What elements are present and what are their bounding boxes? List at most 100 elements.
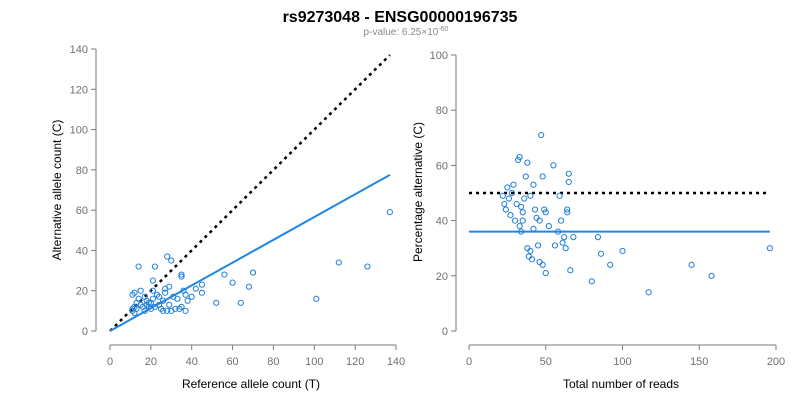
data-point	[559, 239, 566, 246]
data-point	[157, 305, 165, 312]
data-point	[178, 273, 185, 280]
p-value-exponent: -60	[438, 26, 448, 33]
data-point	[501, 200, 508, 208]
data-point	[645, 289, 652, 296]
y-tick-label: 40	[436, 216, 448, 228]
data-point	[527, 192, 534, 199]
data-point	[133, 305, 140, 312]
data-point	[182, 307, 189, 314]
data-point	[137, 287, 144, 294]
data-point	[556, 192, 563, 199]
data-point	[141, 307, 148, 314]
percentage-scatter-panel: 0 50 100 150 200 0 20 40 60 80 100 Total number of…	[411, 50, 785, 391]
data-point	[531, 206, 539, 213]
data-point	[504, 184, 511, 191]
data-point	[164, 307, 171, 314]
data-point	[516, 154, 523, 161]
data-point	[554, 228, 562, 235]
x-tick-label: 50	[540, 356, 552, 368]
x-tick-label: 200	[767, 356, 785, 368]
x-tick-label: 20	[145, 356, 157, 368]
data-point	[313, 295, 320, 302]
data-point	[198, 281, 206, 288]
p-value-label: p-value: 6.25×10-60	[364, 26, 449, 38]
x-axis-title: Reference allele count (T)	[182, 377, 320, 391]
x-tick-label: 150	[690, 356, 708, 368]
data-point	[364, 263, 371, 270]
data-point	[184, 297, 191, 304]
y-tick-label: 100	[70, 125, 88, 137]
reference-line	[109, 54, 391, 332]
data-point	[542, 269, 549, 277]
data-point	[149, 287, 156, 294]
data-point	[176, 305, 183, 312]
x-tick-label: 80	[267, 356, 279, 368]
data-point	[131, 289, 138, 296]
data-point	[513, 200, 520, 208]
data-point	[558, 217, 565, 224]
x-tick-label: 0	[107, 356, 113, 368]
data-point	[499, 192, 506, 199]
data-point	[149, 295, 156, 302]
data-point	[192, 285, 199, 292]
data-point	[551, 242, 559, 249]
y-axis-title: Percentage alternative (C)	[411, 122, 425, 262]
data-point	[594, 234, 602, 241]
data-point	[160, 297, 167, 304]
data-point	[229, 279, 236, 286]
data-point	[508, 189, 516, 197]
y-tick-label: 140	[70, 44, 88, 56]
data-point	[213, 299, 220, 306]
data-point	[237, 299, 244, 306]
data-point	[249, 269, 257, 276]
data-point	[510, 181, 517, 188]
data-point	[151, 263, 159, 270]
data-point	[542, 209, 549, 216]
y-tick-label: 20	[436, 271, 448, 283]
data-point	[524, 159, 531, 166]
data-point	[135, 263, 142, 270]
data-point	[550, 162, 557, 169]
data-point	[519, 209, 526, 216]
data-point	[182, 291, 189, 298]
data-point	[145, 299, 152, 306]
data-point	[502, 206, 509, 213]
data-point	[335, 259, 342, 266]
data-point	[178, 271, 185, 278]
y-tick-label: 80	[436, 105, 448, 117]
data-point	[221, 271, 228, 278]
data-point	[160, 307, 167, 314]
data-point	[153, 291, 161, 298]
figure-title: rs9273048 - ENSG00000196735	[283, 9, 518, 26]
data-point	[545, 223, 552, 230]
y-tick-label: 80	[76, 165, 88, 177]
data-point	[174, 295, 181, 302]
data-point	[149, 277, 156, 284]
data-point	[619, 247, 626, 255]
data-point	[516, 223, 523, 230]
data-point	[528, 256, 536, 263]
x-axis-title: Total number of reads	[563, 377, 679, 391]
data-point	[129, 291, 136, 298]
y-tick-label: 120	[70, 84, 88, 96]
allele-count-scatter-panel: 0 20 40 60 80 100 120 140 0 20 40 60 80 100 120 140 Ref…	[50, 44, 405, 391]
data-point	[162, 289, 169, 296]
data-point	[507, 211, 514, 219]
y-tick-label: 20	[76, 286, 88, 298]
data-point	[137, 301, 144, 308]
p-value-prefix: p-value: 6.25×10	[364, 27, 439, 38]
data-point	[386, 209, 393, 216]
data-point	[245, 283, 253, 290]
data-point	[155, 293, 163, 300]
data-point	[539, 173, 546, 180]
y-tick-label: 100	[430, 50, 448, 62]
data-point	[166, 283, 173, 290]
data-point	[521, 195, 528, 202]
data-point	[534, 242, 542, 249]
data-point	[178, 303, 185, 310]
data-point	[562, 245, 569, 252]
data-point	[511, 217, 519, 224]
y-tick-label: 60	[436, 160, 448, 172]
data-point	[518, 228, 525, 235]
data-point	[688, 261, 695, 268]
